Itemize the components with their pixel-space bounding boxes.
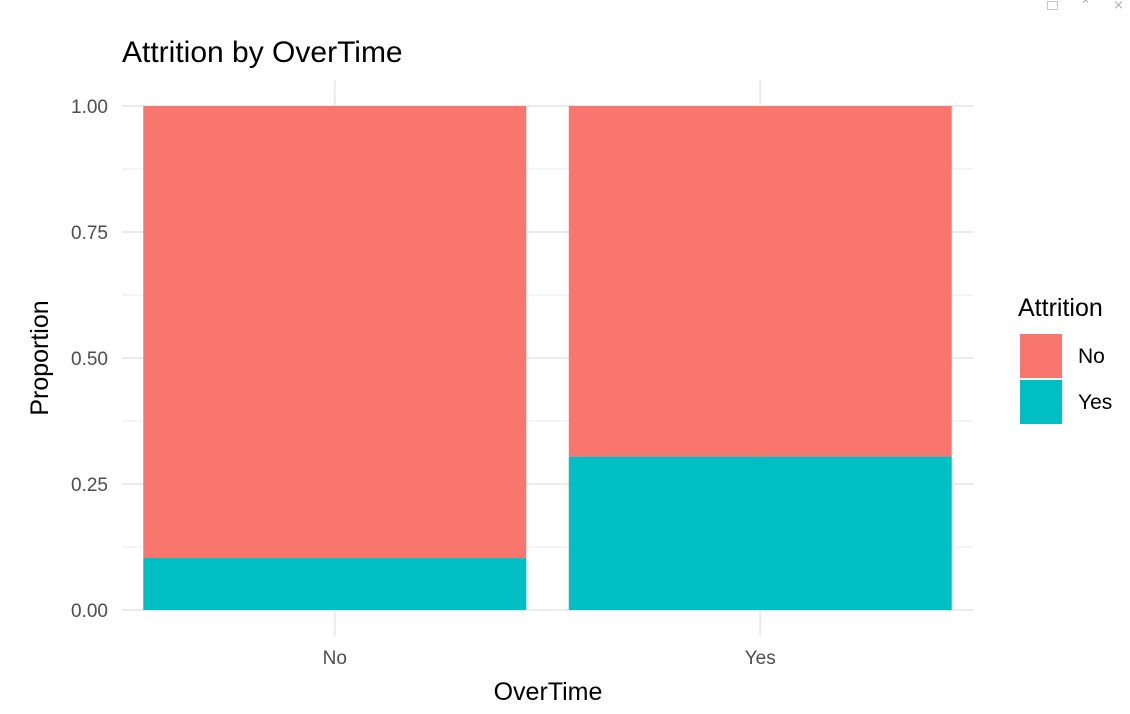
y-tick-label: 0.75: [71, 223, 108, 244]
bars: [143, 106, 952, 610]
y-tick-label: 0.50: [71, 349, 108, 370]
bar-segment: [143, 106, 527, 558]
chart-title: Attrition by OverTime: [122, 36, 403, 69]
bar-segment: [568, 456, 952, 610]
x-tick-label: No: [323, 648, 347, 669]
collapse-icon[interactable]: ⌃: [1080, 0, 1092, 13]
legend-label: Yes: [1078, 391, 1112, 414]
restore-icon[interactable]: [1047, 0, 1059, 12]
y-axis-label: Proportion: [26, 300, 54, 415]
legend-key: [1020, 334, 1062, 378]
y-axis-ticks: 0.00 0.25 0.50 0.75 1.00: [71, 97, 108, 622]
x-axis-label: OverTime: [494, 678, 603, 706]
bar-segment: [143, 557, 527, 610]
close-icon[interactable]: ×: [1113, 0, 1124, 13]
y-tick-label: 0.25: [71, 475, 108, 496]
legend-title: Attrition: [1018, 294, 1103, 322]
x-tick-label: Yes: [745, 648, 776, 669]
legend-label: No: [1078, 345, 1105, 368]
bar-segment: [568, 106, 952, 457]
y-tick-label: 0.00: [71, 601, 108, 622]
x-axis-ticks: No Yes: [323, 648, 776, 669]
legend: Attrition No Yes: [1018, 294, 1112, 424]
window-controls: ⌃ ×: [1047, 0, 1124, 14]
legend-key: [1020, 380, 1062, 424]
y-tick-label: 1.00: [71, 97, 108, 118]
